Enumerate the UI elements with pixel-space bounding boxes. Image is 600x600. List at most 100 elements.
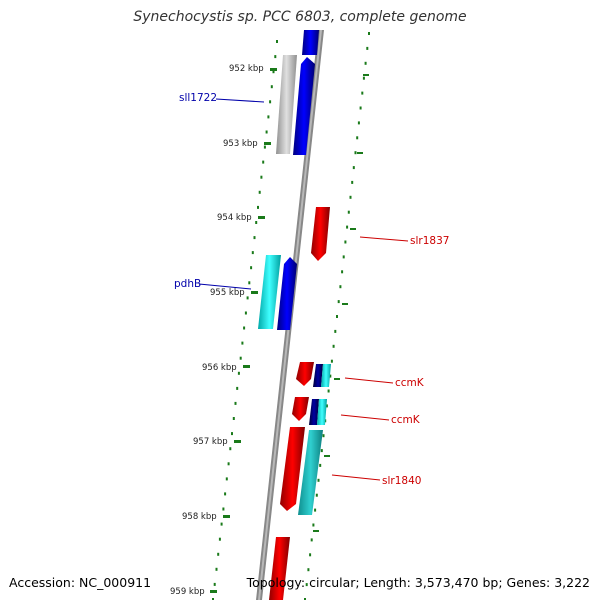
track-dot (314, 508, 317, 512)
tick-label: 957 kbp (193, 437, 228, 447)
track-dot (255, 221, 258, 224)
gene-feature-slr1840[interactable] (298, 430, 323, 515)
track-dot (253, 236, 256, 240)
track-dot (267, 115, 270, 119)
track-dot (349, 195, 352, 199)
track-dot (359, 106, 362, 110)
gene-feature-ccmK-1-cyan[interactable] (321, 364, 331, 387)
minor-tick (313, 530, 319, 532)
track-dot (251, 251, 254, 255)
track-dot (339, 285, 342, 289)
track-dot (227, 462, 230, 466)
track-dot (368, 32, 370, 35)
minor-tick (334, 378, 340, 380)
track-dot (329, 374, 332, 378)
track-dot (218, 537, 221, 541)
tick-mark (251, 291, 258, 294)
gene-label-sll1722[interactable]: sll1722 (179, 92, 217, 104)
tick-label: 952 kbp (229, 64, 264, 74)
gene-feature-ccmK-2[interactable] (292, 397, 309, 421)
gene-feature-pdhB-partner[interactable] (258, 255, 281, 329)
minor-tick (342, 303, 348, 305)
gene-label-slr1837[interactable]: slr1837 (410, 235, 449, 247)
gene-label-pdhB[interactable]: pdhB (174, 278, 201, 290)
gene-feature-ccmK-1-navy[interactable] (313, 364, 323, 387)
track-dot (248, 281, 251, 285)
track-dot (351, 180, 354, 184)
tick-mark (243, 365, 250, 368)
track-dot (341, 270, 344, 274)
gene-feature-slr1840-red[interactable] (280, 427, 305, 511)
gene-feature-slr1837[interactable] (311, 207, 330, 261)
callout-line (340, 414, 390, 421)
track-dot (225, 477, 228, 481)
track-dot (217, 552, 220, 556)
track-dot (243, 326, 246, 330)
track-dot (334, 329, 337, 333)
scale-ticks: 952 kbp 953 kbp 954 kbp 955 kbp 956 kbp … (170, 64, 277, 597)
tick-label: 953 kbp (223, 139, 258, 149)
gene-feature-top[interactable] (302, 30, 319, 55)
track-dot (224, 492, 227, 496)
track-dot (212, 598, 214, 600)
track-dot (222, 507, 225, 511)
track-dot (274, 55, 277, 59)
track-dot (322, 434, 325, 438)
track-dot (262, 160, 265, 164)
gene-feature-ccmK-2-navy[interactable] (309, 399, 319, 425)
track-dot (336, 315, 338, 318)
track-dot (260, 175, 263, 179)
track-dot (320, 449, 323, 453)
track-dot (362, 76, 365, 80)
callout-line (198, 283, 252, 290)
callout-line (215, 98, 265, 103)
track-dot (246, 296, 249, 300)
gene-feature-sll1722[interactable] (293, 57, 315, 155)
track-dot (352, 166, 355, 170)
track-dot (361, 91, 364, 95)
track-dot (215, 567, 218, 571)
callout-line (344, 377, 394, 384)
track-dot (364, 61, 367, 65)
tick-mark (223, 515, 230, 518)
gene-label-ccmK-1[interactable]: ccmK (395, 377, 425, 389)
track-dot (346, 225, 349, 229)
gene-feature-ccmK-1[interactable] (296, 362, 314, 386)
gene-feature-ccmK-2-cyan[interactable] (317, 399, 327, 425)
track-dot (317, 478, 320, 482)
tick-label: 954 kbp (217, 213, 252, 223)
reverse-features (269, 207, 331, 600)
track-dot (265, 130, 268, 134)
track-dot (312, 523, 315, 527)
gene-feature-bottom[interactable] (269, 537, 290, 600)
genome-title: Synechocystis sp. PCC 6803, complete gen… (133, 9, 467, 25)
track-dot (232, 417, 235, 420)
gene-label-slr1840[interactable]: slr1840 (382, 475, 421, 487)
track-dot (244, 311, 247, 315)
gene-label-ccmK-2[interactable]: ccmK (391, 414, 421, 426)
track-dot (269, 100, 272, 104)
tick-mark (270, 68, 277, 71)
callout-line (359, 236, 409, 242)
gene-feature-pdhB[interactable] (277, 257, 297, 330)
track-dot (354, 151, 357, 155)
tick-mark (258, 216, 265, 219)
track-dot (315, 493, 318, 497)
tick-label: 959 kbp (170, 587, 205, 597)
track-dot (237, 371, 240, 375)
track-dot (250, 266, 253, 270)
genome-stats-text: Topology: circular; Length: 3,573,470 bp… (246, 575, 590, 590)
track-dot (337, 300, 340, 304)
gene-feature-sll1722-rna[interactable] (276, 55, 297, 154)
track-dot (325, 404, 328, 408)
track-dot (356, 136, 359, 140)
minor-tick (324, 455, 330, 457)
track-dot (332, 344, 335, 348)
minor-tick (363, 74, 369, 76)
track-dot (309, 553, 312, 557)
tick-mark (210, 590, 217, 593)
track-dot (342, 255, 345, 259)
track-dot (357, 121, 360, 125)
